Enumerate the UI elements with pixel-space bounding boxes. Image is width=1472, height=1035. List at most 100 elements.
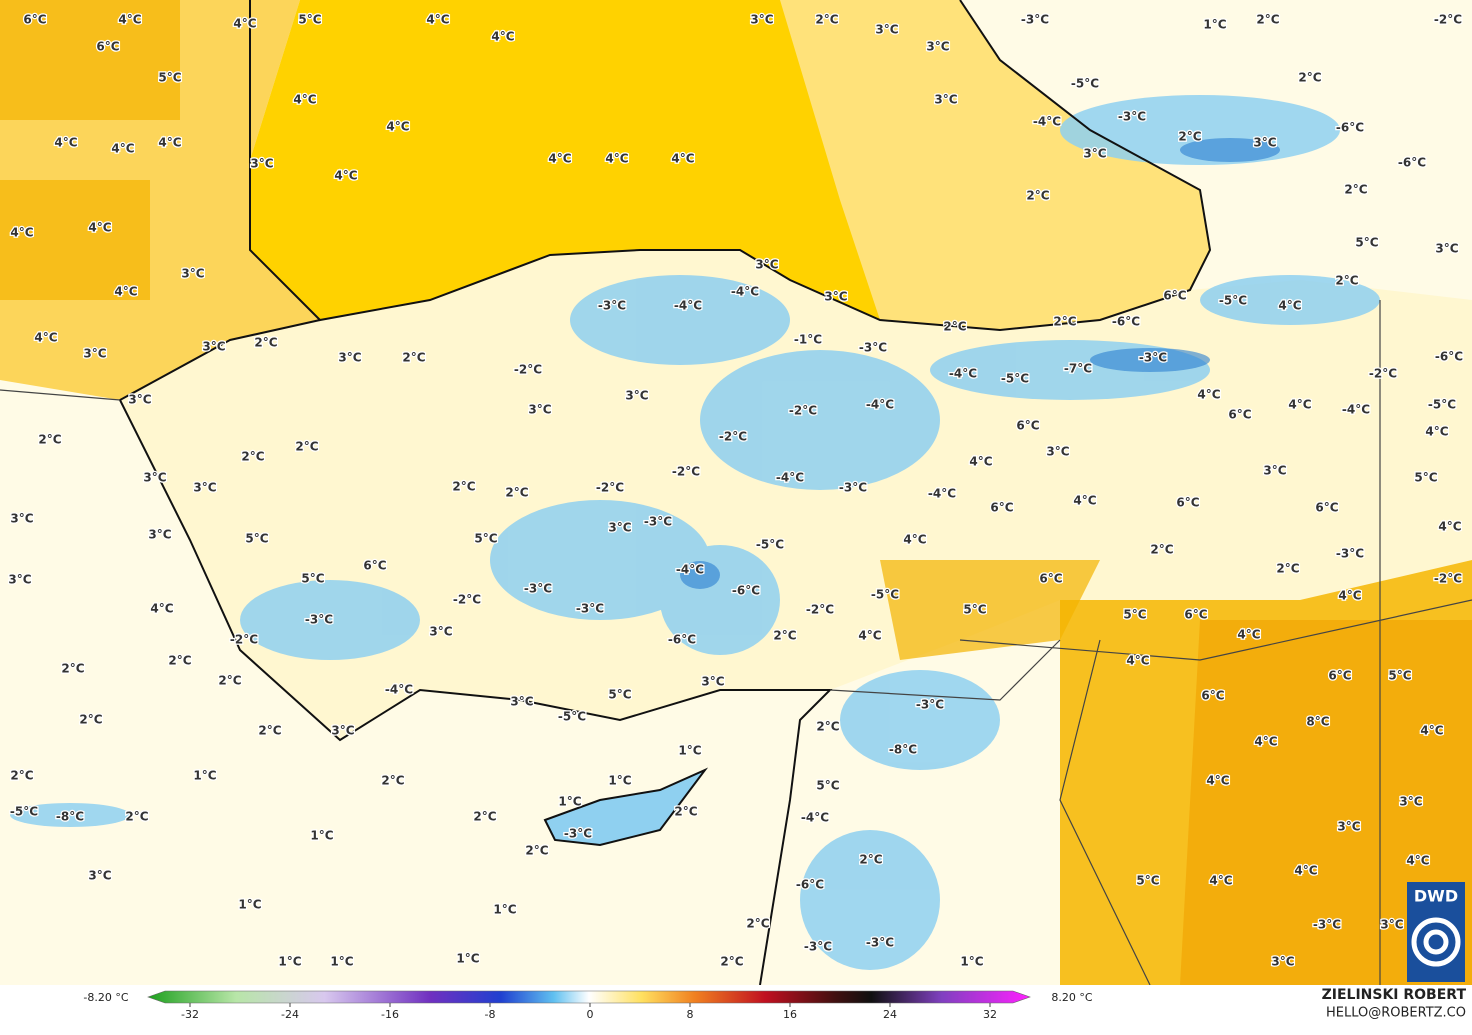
temperature-label: 4°C [34, 331, 57, 345]
temperature-label: -5°C [871, 588, 899, 602]
temperature-label: 6°C [1201, 689, 1224, 703]
temperature-label: 4°C [111, 142, 134, 156]
temperature-label: 2°C [168, 654, 191, 668]
temperature-label: 5°C [158, 71, 181, 85]
temperature-label: -7°C [1064, 362, 1092, 376]
temperature-label: 2°C [720, 955, 743, 969]
temperature-label: -2°C [1369, 367, 1397, 381]
temperature-label: -3°C [1118, 110, 1146, 124]
cyprus [543, 767, 709, 847]
southeast-warm [880, 560, 1100, 660]
temperature-label: -6°C [1336, 121, 1364, 135]
temperature-label: 1°C [558, 795, 581, 809]
colorbar-tick-label: -8 [485, 1008, 496, 1021]
temperature-label: 6°C [1039, 572, 1062, 586]
temperature-label: 6°C [23, 13, 46, 27]
temperature-label: 6°C [1184, 608, 1207, 622]
temperature-label: -4°C [731, 285, 759, 299]
temperature-label: 2°C [1150, 543, 1173, 557]
temperature-label: -2°C [789, 404, 817, 418]
colorbar-tick-label: 0 [587, 1008, 594, 1021]
temperature-label: 2°C [746, 917, 769, 931]
temperature-label: 5°C [298, 13, 321, 27]
temperature-label: -5°C [1001, 372, 1029, 386]
temperature-label: 4°C [233, 17, 256, 31]
temperature-label: -3°C [564, 827, 592, 841]
author: ZIELINSKI ROBERT [1322, 987, 1467, 1003]
temperature-label: -3°C [1021, 13, 1049, 27]
temperature-label: 4°C [1206, 774, 1229, 788]
temperature-label: 4°C [858, 629, 881, 643]
temperature-label: 4°C [969, 455, 992, 469]
temperature-label: -3°C [524, 582, 552, 596]
temperature-label: 2°C [1276, 562, 1299, 576]
temperature-label: 8°C [1306, 715, 1329, 729]
temperature-label: 3°C [181, 267, 204, 281]
temperature-label: 5°C [608, 688, 631, 702]
colorbar-tick-label: 16 [783, 1008, 797, 1021]
temperature-label: -4°C [676, 563, 704, 577]
temperature-label: -4°C [801, 811, 829, 825]
temperature-label: 2°C [258, 724, 281, 738]
temperature-label: -4°C [928, 487, 956, 501]
temperature-label: 4°C [1294, 864, 1317, 878]
temperature-label: -2°C [230, 633, 258, 647]
temperature-label: 5°C [1123, 608, 1146, 622]
temperature-label: 5°C [1414, 471, 1437, 485]
temperature-label: 3°C [88, 869, 111, 883]
temperature-label: 2°C [816, 720, 839, 734]
temperature-label: 4°C [1278, 299, 1301, 313]
temperature-label: 6°C [1228, 408, 1251, 422]
temperature-label: 5°C [1388, 669, 1411, 683]
balkans-hot [0, 0, 180, 300]
temperature-label: 2°C [773, 629, 796, 643]
temperature-label: 3°C [1435, 242, 1458, 256]
temperature-label: -4°C [1342, 403, 1370, 417]
temperature-label: -2°C [1434, 572, 1462, 586]
temperature-label: 5°C [816, 779, 839, 793]
temperature-label: 2°C [859, 853, 882, 867]
temperature-label: 6°C [96, 40, 119, 54]
temperature-label: 1°C [238, 898, 261, 912]
temperature-label: 4°C [426, 13, 449, 27]
temperature-label: -3°C [644, 515, 672, 529]
temperature-label: 3°C [331, 724, 354, 738]
temperature-label: 4°C [1126, 654, 1149, 668]
temperature-label: -6°C [732, 584, 760, 598]
temperature-label: 3°C [510, 695, 533, 709]
temperature-label: 2°C [79, 713, 102, 727]
temperature-label: 3°C [1263, 464, 1286, 478]
temperature-label: 5°C [963, 603, 986, 617]
temperature-label: 4°C [1197, 388, 1220, 402]
strong-cold [680, 138, 1280, 589]
temperature-label: -6°C [1398, 156, 1426, 170]
colorbar-panel: -8.20 °C 8.20 °C ZIELINSKI ROBERT HELLO@… [83, 987, 1467, 1021]
temperature-label: 2°C [505, 486, 528, 500]
temperature-label: 6°C [990, 501, 1013, 515]
coastline [249, 0, 1212, 332]
temperature-label: 5°C [1136, 874, 1159, 888]
temperature-label: -3°C [305, 613, 333, 627]
temperature-label: -6°C [1435, 350, 1463, 364]
temperature-label: 4°C [903, 533, 926, 547]
temperature-label: 4°C [671, 152, 694, 166]
temperature-label: 2°C [1335, 274, 1358, 288]
temperature-label: -3°C [916, 698, 944, 712]
temperature-label: 2°C [295, 440, 318, 454]
temperature-label: 1°C [1203, 18, 1226, 32]
temperature-label: 1°C [456, 952, 479, 966]
temperature-label: -2°C [719, 430, 747, 444]
colorbar-tick-label: -16 [381, 1008, 399, 1021]
temperature-label: 2°C [1344, 183, 1367, 197]
coastline [118, 319, 833, 985]
temperature-label: 6°C [1328, 669, 1351, 683]
temperature-label: 2°C [61, 662, 84, 676]
temperature-label: 2°C [473, 810, 496, 824]
temperature-label: -5°C [558, 710, 586, 724]
temperature-label: 6°C [363, 559, 386, 573]
temperature-label: -2°C [453, 593, 481, 607]
temperature-label: 5°C [474, 532, 497, 546]
temperature-label: 3°C [1271, 955, 1294, 969]
temperature-label: 3°C [10, 512, 33, 526]
colorbar-tick-label: -32 [181, 1008, 199, 1021]
